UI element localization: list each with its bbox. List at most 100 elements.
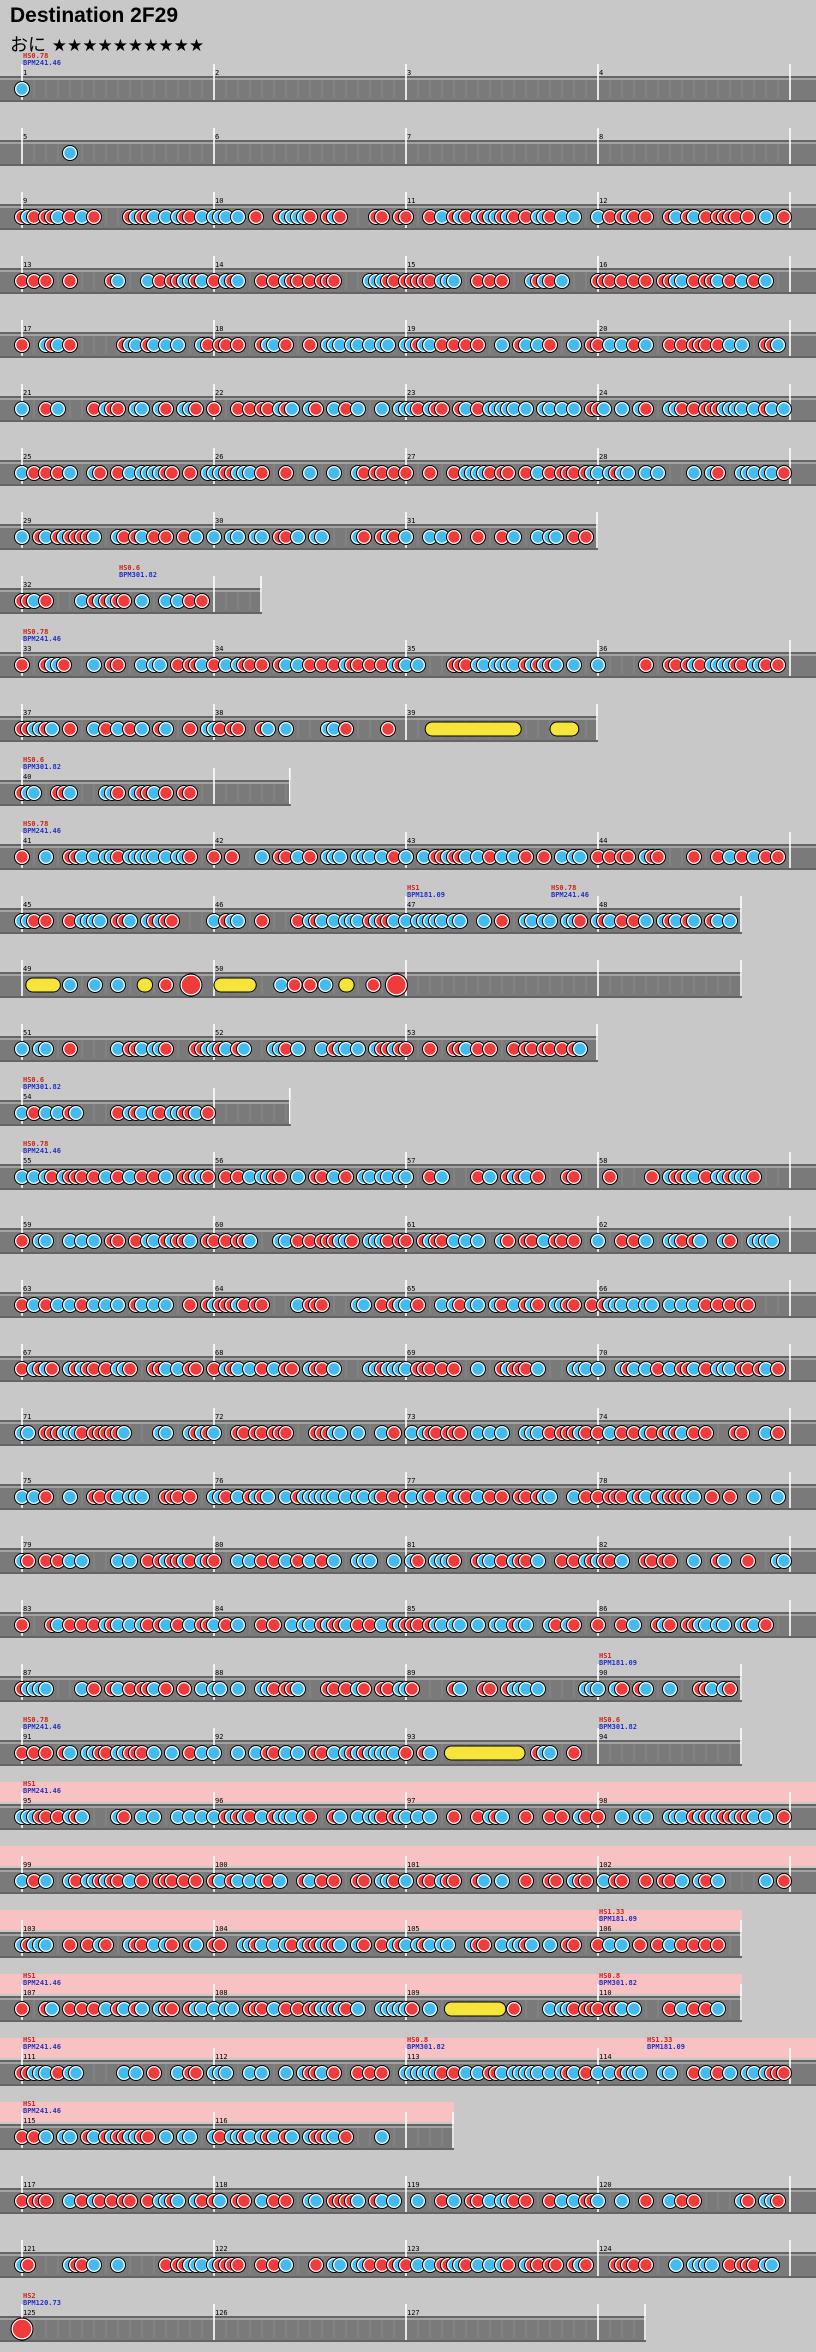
don-note: [365, 977, 382, 993]
measure-number: 41: [23, 837, 31, 845]
don-note: [158, 401, 174, 417]
don-note: [182, 465, 198, 481]
ka-note: [638, 1809, 654, 1825]
measure-number: 31: [407, 517, 415, 525]
don-note-rim: [117, 594, 131, 608]
don-note-rim: [309, 402, 323, 416]
ka-note: [158, 1425, 174, 1441]
don-note: [302, 977, 318, 993]
don-note-rim: [93, 466, 107, 480]
ka-note: [530, 1553, 546, 1569]
don-note: [566, 1169, 582, 1185]
don-note: [638, 273, 654, 289]
measure-number: 18: [215, 325, 223, 333]
don-note-rim: [483, 1042, 497, 1056]
ka-note: [476, 913, 492, 929]
ka-note: [62, 465, 78, 481]
ka-note: [542, 1489, 558, 1505]
don-note: [770, 1361, 786, 1377]
ka-note: [230, 1745, 246, 1761]
big-don-note: [384, 973, 408, 997]
don-note: [740, 1553, 756, 1569]
ka-note: [638, 1681, 654, 1697]
measure-number: 23: [407, 389, 415, 397]
measure-number: 6: [215, 133, 219, 141]
don-note: [92, 465, 108, 481]
don-note-rim: [207, 850, 221, 864]
don-note: [740, 1297, 756, 1313]
don-note: [686, 849, 702, 865]
don-note-rim: [621, 850, 635, 864]
don-note: [578, 529, 594, 545]
ka-note: [530, 1361, 546, 1377]
don-note: [344, 1233, 360, 1249]
don-note: [338, 1169, 354, 1185]
ka-note-rim: [27, 786, 41, 800]
ka-note: [290, 1681, 306, 1697]
don-note-rim: [519, 850, 533, 864]
bpm-label: BPM301.82: [599, 1723, 637, 1731]
ka-note: [470, 1361, 486, 1377]
ka-note: [38, 1873, 54, 1889]
ka-note: [494, 1873, 510, 1889]
ka-note: [644, 1297, 660, 1313]
measure-number: 21: [23, 389, 31, 397]
don-note: [248, 209, 264, 225]
bpm-label: BPM241.46: [551, 891, 589, 899]
ka-note-rim: [555, 274, 569, 288]
measure-number: 62: [599, 1221, 607, 1229]
ka-note: [62, 145, 78, 161]
measure-number: 3: [407, 69, 411, 77]
ka-note: [86, 657, 102, 673]
don-note: [116, 1809, 132, 1825]
measure-number: 101: [407, 1861, 420, 1869]
ka-note: [638, 913, 654, 929]
measure-number: 20: [599, 325, 607, 333]
measure-number: 17: [23, 325, 31, 333]
don-note-rim: [183, 850, 197, 864]
drumroll-bar: [213, 977, 257, 993]
ka-note: [494, 1809, 510, 1825]
ka-note-rim: [291, 1042, 305, 1056]
ka-note-rim: [351, 402, 365, 416]
don-note: [776, 465, 792, 481]
ka-note: [386, 1553, 402, 1569]
ka-note: [68, 1105, 84, 1121]
scroll-speed-label: HS0.6: [119, 564, 140, 572]
ka-note: [590, 657, 606, 673]
ka-note-rim: [285, 402, 299, 416]
measure-number: 24: [599, 389, 607, 397]
ka-note: [476, 1873, 492, 1889]
ka-note-rim: [453, 914, 467, 928]
measure-number: 63: [23, 1285, 31, 1293]
don-note-rim: [639, 402, 653, 416]
ka-note: [302, 465, 318, 481]
difficulty-stars: ★★★★★★★★★★: [51, 36, 205, 56]
ka-note-rim: [549, 658, 563, 672]
don-note-rim: [207, 402, 221, 416]
ka-note: [38, 849, 54, 865]
don-note: [14, 337, 30, 353]
don-note: [374, 209, 390, 225]
don-note: [188, 1361, 204, 1377]
don-note-rim: [279, 466, 293, 480]
don-note-rim: [39, 594, 53, 608]
measure-number: 36: [599, 645, 607, 653]
ka-note: [332, 1809, 348, 1825]
ka-note: [650, 465, 666, 481]
ka-note: [38, 1681, 54, 1697]
measure-number: 10: [215, 197, 223, 205]
measure-number: 54: [23, 1093, 31, 1101]
ka-note: [530, 1681, 546, 1697]
scroll-speed-label: HS0.6: [23, 1076, 44, 1084]
don-note: [500, 465, 516, 481]
bpm-label: BPM301.82: [119, 571, 157, 579]
don-note: [518, 1873, 534, 1889]
don-note: [110, 401, 126, 417]
don-note: [518, 1809, 534, 1825]
don-note: [530, 1169, 546, 1185]
don-note: [662, 1617, 678, 1633]
don-note: [176, 1681, 192, 1697]
difficulty-label: おに: [10, 35, 46, 56]
measure-number: 71: [23, 1413, 31, 1421]
